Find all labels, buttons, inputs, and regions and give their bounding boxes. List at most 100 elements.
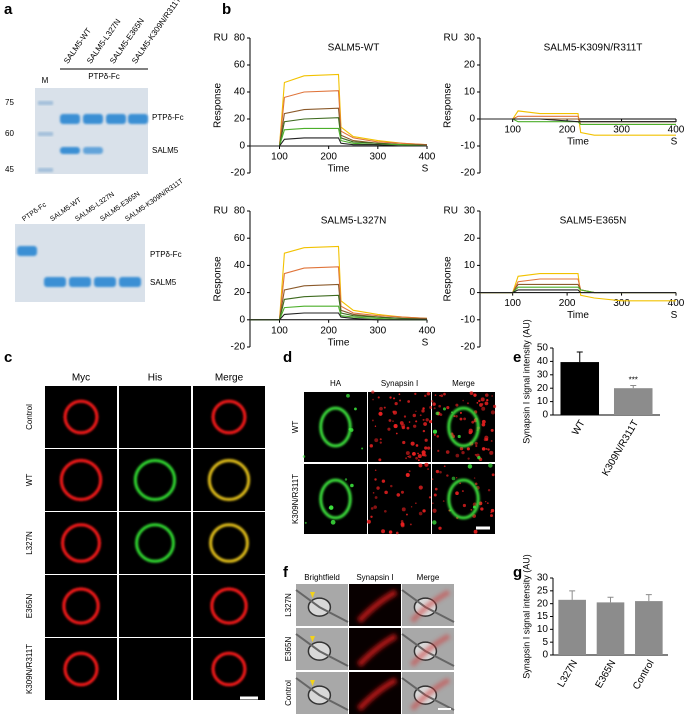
fluorescent-puncta [439, 470, 442, 474]
y-tick-label: 40 [537, 356, 549, 367]
fluorescent-puncta [374, 496, 378, 499]
panel-label: d [283, 349, 292, 366]
fluorescent-puncta [481, 422, 486, 427]
chart-title: SALM5-K309N/R311T [544, 43, 643, 54]
fluorescent-puncta [486, 398, 489, 402]
column-header: Brightfield [304, 573, 340, 582]
cell-outline [61, 523, 101, 563]
y-axis-label: Response [213, 83, 224, 128]
micrograph [193, 386, 265, 448]
fluorescent-puncta [433, 493, 437, 497]
y-tick-label: 10 [464, 260, 476, 271]
fluorescent-puncta [415, 410, 417, 412]
fluorescent-puncta [390, 484, 393, 488]
column-header: Synapsin I [356, 573, 393, 582]
sensorgram-line [480, 289, 676, 294]
band-label: PTPδ-Fc [152, 113, 184, 122]
fluorescent-puncta [451, 476, 456, 481]
marker-band [38, 101, 53, 105]
neurite [295, 589, 349, 623]
column-header: Myc [72, 373, 90, 384]
column-header: HA [330, 379, 342, 388]
sensorgram-line [250, 312, 427, 321]
fluorescent-puncta [481, 447, 486, 451]
fluorescent-puncta [350, 483, 354, 488]
fluorescent-puncta [462, 399, 464, 402]
fluorescent-puncta [378, 458, 382, 462]
fluorescent-puncta [463, 417, 467, 421]
micrograph [304, 392, 367, 462]
y-tick-label: -10 [461, 141, 476, 152]
y-tick-label: 0 [469, 114, 475, 125]
y-axis-label: Response [213, 256, 224, 301]
y-tick-label: 60 [234, 233, 246, 244]
y-tick-label: 50 [537, 343, 549, 354]
y-tick-label: 5 [542, 637, 548, 648]
fluorescent-puncta [446, 474, 449, 477]
fluorescent-puncta [428, 496, 432, 499]
fluorescent-puncta [427, 468, 430, 471]
gel-image [35, 88, 148, 174]
fluorescent-puncta [425, 418, 429, 422]
y-tick-label: 40 [234, 87, 246, 98]
gel-band [106, 114, 126, 124]
y-tick-label: 0 [239, 141, 245, 152]
fluorescent-puncta [478, 399, 481, 403]
fluorescent-puncta [471, 420, 475, 424]
fluorescent-puncta [429, 405, 433, 409]
y-axis-label: Response [443, 256, 454, 301]
fluorescent-puncta [435, 411, 440, 416]
y-tick-label: 15 [537, 611, 549, 622]
fluorescent-puncta [399, 399, 402, 402]
micrograph [119, 575, 191, 637]
x-tick-label: 200 [559, 298, 576, 309]
fluorescent-puncta [349, 428, 354, 432]
fluorescent-puncta [474, 482, 478, 486]
fluorescent-puncta [455, 476, 458, 479]
fluorescent-puncta [402, 440, 406, 445]
y-tick-label: 0 [542, 650, 548, 661]
x-unit: S [422, 164, 429, 175]
gel-band [83, 114, 103, 124]
fluorescent-puncta [455, 453, 460, 458]
fluorescent-puncta [433, 407, 436, 410]
fluorescent-puncta [473, 477, 476, 479]
fluorescent-puncta [432, 520, 437, 525]
fluorescent-puncta [417, 459, 420, 462]
x-tick-label: 400 [419, 152, 436, 163]
error-bar [607, 596, 614, 603]
error-bar [645, 594, 652, 602]
row-label: K309N/R311T [291, 474, 300, 524]
sensorgram-line [480, 118, 676, 123]
fluorescent-puncta [431, 478, 434, 480]
x-tick-label: 100 [504, 298, 521, 309]
fluorescent-puncta [424, 438, 428, 442]
row-label: Control [284, 680, 293, 706]
synapsin-overlay [410, 677, 451, 711]
fluorescent-puncta [432, 508, 437, 513]
fluorescent-puncta [373, 505, 377, 509]
micrograph [119, 638, 191, 700]
y-axis-label: Response [443, 83, 454, 128]
y-tick-label: -20 [231, 168, 246, 179]
x-axis-label: Time [567, 310, 589, 321]
fluorescent-puncta [479, 403, 483, 407]
fluorescent-puncta [403, 415, 407, 418]
fluorescent-puncta [396, 493, 401, 497]
fluorescent-puncta [433, 433, 436, 436]
row-label: WT [25, 474, 34, 487]
cell-outline [211, 651, 247, 687]
sensorgram-line [250, 305, 427, 321]
fluorescent-puncta [459, 411, 462, 414]
cell-outline [59, 458, 103, 502]
band-label: SALM5 [150, 278, 177, 287]
fluorescent-puncta [486, 502, 489, 505]
micrograph [119, 386, 191, 448]
column-header: Synapsin I [381, 379, 418, 388]
fluorescent-puncta [487, 448, 490, 451]
error-bar [576, 351, 583, 363]
size-marker: 60 [5, 129, 14, 138]
fluorescent-puncta [387, 427, 391, 431]
sensorgram-line [250, 245, 428, 321]
fluorescent-puncta [422, 407, 425, 410]
